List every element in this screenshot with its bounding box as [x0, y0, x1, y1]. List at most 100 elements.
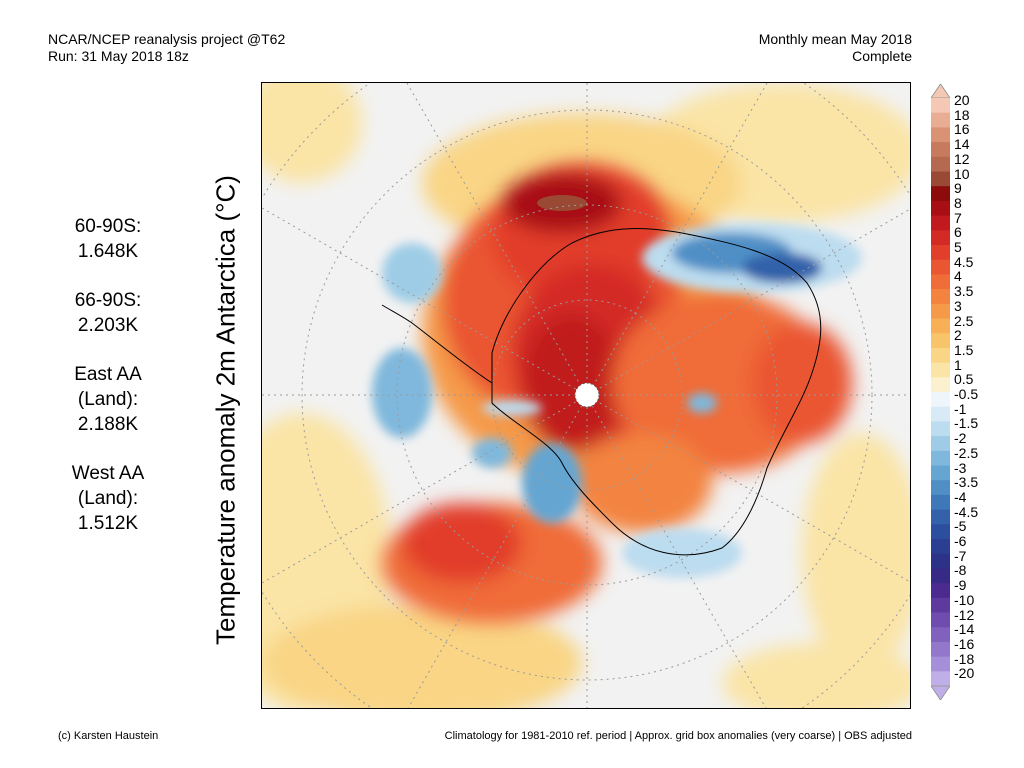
colorbar-tick-label: -5 — [954, 518, 967, 535]
stat-value: 2.203K — [77, 315, 139, 336]
header-left: NCAR/NCEP reanalysis project @T62 Run: 3… — [48, 31, 285, 65]
colorbar-swatch — [931, 230, 950, 246]
colorbar-swatch — [931, 362, 950, 378]
axis-label: Temperature anomaly 2m Antarctica (°C) — [210, 175, 241, 645]
colorbar-swatch — [931, 671, 950, 687]
colorbar-tick-label: -1.5 — [954, 415, 979, 432]
stat-label: 60-90S: — [74, 216, 142, 237]
colorbar-swatch — [931, 494, 950, 511]
colorbar-tick-label: 18 — [954, 106, 970, 123]
anomaly-map — [261, 82, 911, 709]
colorbar-swatch — [931, 215, 950, 231]
colorbar-tick-label: 5 — [954, 239, 962, 255]
colorbar-swatches — [931, 84, 950, 700]
colorbar-max-arrow — [931, 84, 950, 99]
stat-label: East AA (Land): — [74, 364, 142, 410]
status-text: Complete — [852, 48, 912, 64]
colorbar-min-arrow — [931, 685, 950, 700]
colorbar-tick-label: -7 — [954, 547, 967, 564]
colorbar-swatch — [931, 156, 950, 172]
colorbar-swatch — [931, 318, 950, 334]
colorbar-tick-label: -1 — [954, 400, 967, 417]
colorbar-swatch — [931, 303, 950, 319]
colorbar-swatch — [931, 127, 950, 143]
colorbar-swatch — [931, 480, 950, 496]
source-title: NCAR/NCEP reanalysis project @T62 — [48, 31, 286, 47]
anomaly-hotspot — [537, 195, 587, 211]
colorbar-tick-label: 1 — [954, 356, 962, 373]
colorbar-swatch — [931, 436, 950, 452]
colorbar-swatch — [931, 333, 950, 349]
colorbar-swatch — [931, 656, 950, 672]
colorbar-tick-label: -12 — [954, 606, 975, 623]
colorbar-tick-label: 7 — [954, 209, 962, 226]
colorbar-swatch — [931, 200, 950, 217]
colorbar-tick-label: -4 — [954, 488, 967, 505]
colorbar-swatch — [931, 347, 950, 364]
header-right: Monthly mean May 2018 Complete — [759, 31, 912, 65]
colorbar-swatch — [931, 627, 950, 643]
colorbar-tick-label: -14 — [954, 621, 975, 638]
colorbar-swatch — [931, 98, 950, 114]
colorbar-swatch — [931, 641, 950, 658]
colorbar-swatch — [931, 142, 950, 158]
colorbar-swatch — [931, 259, 950, 275]
colorbar-tick-label: -3 — [954, 459, 967, 476]
colorbar-swatch — [931, 112, 950, 128]
stat-label: 66-90S: — [74, 290, 142, 311]
colorbar-tick-label: -2 — [954, 430, 967, 447]
colorbar-swatch — [931, 171, 950, 187]
antarctica-coastline — [491, 228, 822, 556]
colorbar-tick-label: -4.5 — [954, 503, 979, 520]
colorbar-tick-label: 1.5 — [954, 341, 974, 358]
colorbar-tick-label: 9 — [954, 180, 962, 197]
colorbar-tick-label: -8 — [954, 562, 967, 579]
colorbar-tick-label: 20 — [954, 92, 970, 108]
colorbar-tick-label: 16 — [954, 121, 970, 138]
run-time: Run: 31 May 2018 18z — [48, 48, 189, 64]
stat-value: 1.512K — [77, 513, 139, 534]
colorbar-tick-label: -6 — [954, 533, 967, 549]
colorbar-tick-label: 8 — [954, 194, 962, 211]
stat-60-90s: 60-90S: 1.648K — [62, 214, 154, 264]
colorbar-swatch — [931, 612, 950, 628]
regional-stats: 60-90S: 1.648K 66-90S: 2.203K East AA (L… — [62, 214, 154, 560]
colorbar-tick-label: -2.5 — [954, 444, 979, 461]
stat-value: 2.188K — [77, 414, 139, 435]
anomaly-field-cold — [372, 223, 862, 578]
colorbar-tick-label: 12 — [954, 150, 970, 167]
colorbar-tick-label: 2.5 — [954, 312, 974, 329]
colorbar-swatch — [931, 245, 950, 261]
stat-66-90s: 66-90S: 2.203K — [62, 288, 154, 338]
colorbar-tick-label: 3.5 — [954, 283, 974, 300]
south-pole-marker — [574, 382, 600, 408]
colorbar-swatch — [931, 583, 950, 599]
colorbar-swatch — [931, 377, 950, 393]
colorbar-swatch — [931, 406, 950, 422]
colorbar-swatch — [931, 524, 950, 540]
colorbar-swatch — [931, 450, 950, 466]
colorbar-swatch — [931, 568, 950, 584]
colorbar-swatch — [931, 274, 950, 290]
stat-west-aa: West AA (Land): 1.512K — [62, 461, 154, 536]
stat-label: West AA (Land): — [71, 463, 145, 509]
colorbar-tick-label: -10 — [954, 591, 975, 608]
colorbar-tick-label: -9 — [954, 577, 967, 594]
colorbar-swatch — [931, 421, 950, 437]
credit: (c) Karsten Haustein — [58, 730, 159, 742]
colorbar-tick-label: 6 — [954, 224, 962, 241]
colorbar-tick-label: -18 — [954, 650, 975, 667]
colorbar-swatch — [931, 465, 950, 481]
colorbar-swatch — [931, 289, 950, 305]
stat-east-aa: East AA (Land): 2.188K — [62, 362, 154, 437]
colorbar-tick-label: 4.5 — [954, 253, 974, 270]
peninsula-coastline — [381, 304, 493, 384]
colorbar-tick-label: 14 — [954, 136, 970, 153]
colorbar-swatch — [931, 539, 950, 555]
colorbar-tick-label: -0.5 — [954, 386, 979, 402]
colorbar-tick-label: -16 — [954, 635, 975, 652]
colorbar-swatch — [931, 392, 950, 408]
period-title: Monthly mean May 2018 — [758, 31, 912, 47]
colorbar-tick-label: 3 — [954, 297, 962, 314]
colorbar-swatch — [931, 597, 950, 613]
